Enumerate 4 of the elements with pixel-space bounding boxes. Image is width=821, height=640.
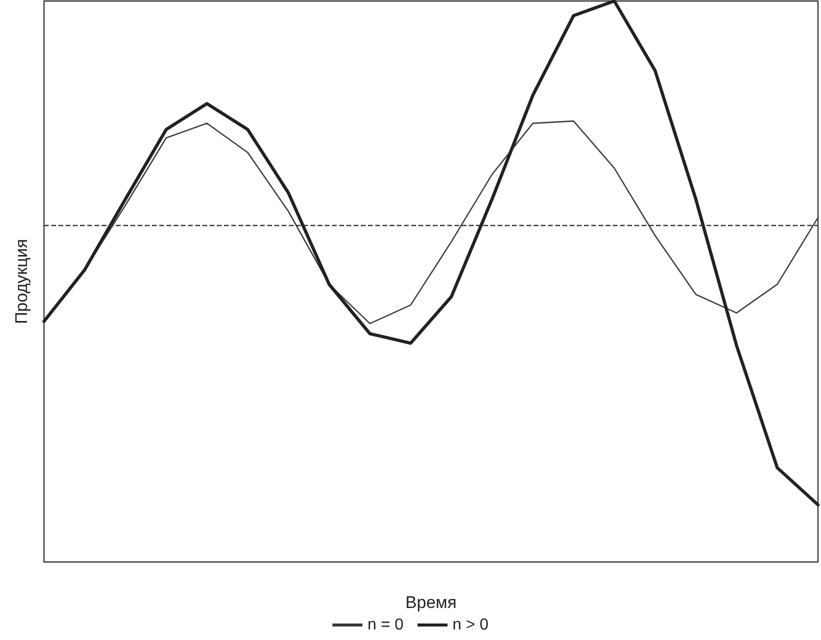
legend-label: n = 0 xyxy=(367,616,404,634)
x-axis-title: Время xyxy=(405,593,457,612)
y-axis-title: Продукция xyxy=(12,238,31,324)
legend-label: n > 0 xyxy=(452,616,489,634)
